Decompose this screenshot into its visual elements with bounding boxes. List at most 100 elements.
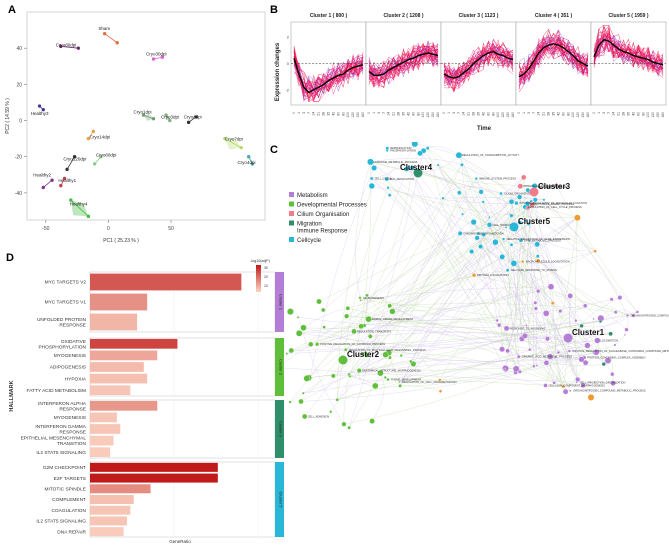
go-term-label: CELLULAR_COMPONENT_MORPHOGENESIS (549, 384, 606, 388)
network-edge (442, 186, 502, 199)
go-term-node (303, 375, 311, 382)
go-term-node (505, 268, 510, 272)
go-term-label: INTRACELLULAR_TRANSPORT (523, 184, 562, 188)
network-edge (502, 251, 596, 264)
legend-label: Immune Response (297, 229, 348, 235)
go-term-node (517, 183, 524, 189)
go-term-label: MICROTUBULE_BASED_PROCESS (531, 202, 575, 206)
go-term-node (495, 318, 499, 322)
hallmark-label: PHOSPHORYLATION (38, 344, 86, 350)
go-term-node (302, 413, 308, 420)
network-edge (505, 227, 516, 351)
time-tick-label: 80 (341, 112, 345, 116)
sample-point (223, 136, 227, 141)
network-edge (518, 325, 582, 357)
gene-profile-line (368, 43, 439, 85)
go-term-node (635, 310, 639, 314)
network-edge (507, 201, 519, 351)
gene-profile-line (293, 58, 364, 94)
gene-profile-line (443, 46, 514, 84)
go-term-node (504, 226, 508, 229)
network-edge (303, 326, 362, 329)
facet-strip (275, 338, 284, 396)
y-tick-label: 20 (16, 82, 22, 88)
hallmark-bar (90, 484, 151, 494)
time-tick-label: 100 (571, 112, 575, 118)
go-term-node (569, 389, 572, 392)
legend-label: Cellcycle (297, 238, 322, 244)
time-tick-label: 0 (517, 112, 521, 114)
y-tick-label: -20 (15, 155, 22, 161)
hallmark-bar (90, 373, 148, 384)
network-edge (317, 291, 539, 345)
go-term-node (522, 333, 528, 339)
time-tick-label: 3 (602, 112, 606, 114)
time-tick-label: 42 (331, 112, 335, 116)
go-term-label: CELL_CELL_SIGNALING (538, 185, 568, 189)
go-term-node (613, 343, 617, 347)
network-edge (569, 295, 582, 360)
go-term-node (532, 364, 536, 368)
go-term-node (481, 200, 485, 204)
network-edge (401, 275, 475, 356)
time-tick-label: 28 (547, 112, 551, 116)
y-tick-label: 0 (287, 61, 290, 66)
cluster-label: Cluster2 (347, 350, 380, 359)
cluster-title: Cluster 5 ( 1959 ) (608, 13, 648, 19)
hallmark-bar (90, 516, 127, 526)
network-edge (303, 308, 348, 328)
gene-profile-line (593, 27, 664, 76)
time-tick-label: 80 (566, 112, 570, 116)
group-hull (224, 138, 242, 150)
network-edge (300, 217, 578, 402)
network-edge (489, 224, 594, 354)
expression-cluster-panel: B Expression changes Time Cluster 1 ( 800 )… (270, 4, 667, 132)
hallmark-label: MYOGENESIS (54, 415, 86, 421)
go-term-label: CELL_CYCLE (375, 177, 392, 181)
hallmark-label: COAGULATION (51, 508, 86, 514)
network-edge (442, 198, 601, 322)
network-edge (507, 191, 535, 351)
go-term-node (623, 333, 627, 336)
go-term-node (364, 352, 370, 358)
network-edge (362, 177, 524, 354)
legend-tick-label: 20 (264, 275, 268, 279)
go-term-node (518, 369, 522, 374)
go-term-node (592, 351, 595, 355)
gene-profile-line (368, 49, 439, 76)
hallmark-label: INTERFERON GAMMA (35, 424, 86, 430)
go-term-node (386, 377, 390, 382)
network-edge (399, 207, 529, 386)
legend-label: Metabolism (297, 193, 328, 199)
go-term-node (518, 238, 524, 243)
sample-point (141, 113, 146, 117)
network-edge (521, 338, 597, 356)
time-tick-label: 80 (491, 112, 495, 116)
network-edge (600, 309, 634, 322)
sample-point (69, 198, 73, 202)
sample-label: Cryo1dpi (133, 109, 151, 114)
network-edge (461, 164, 508, 271)
legend-swatch (289, 211, 294, 216)
go-term-node (308, 341, 314, 347)
go-term-node (580, 382, 586, 388)
network-edge (323, 164, 463, 311)
time-tick-label: 1 (597, 112, 601, 114)
time-tick-label: 120 (576, 112, 580, 118)
network-edge (360, 189, 528, 301)
network-edge (276, 177, 524, 368)
cluster-hub-node (413, 168, 423, 178)
legend-title: -log10(adjP) (250, 259, 270, 263)
network-edge (408, 166, 544, 200)
time-tick-label: 21 (392, 112, 396, 116)
gene-profile-line (293, 59, 364, 97)
cluster-label: Cluster3 (538, 182, 571, 191)
sample-label: Cryo7dpi (225, 136, 243, 141)
network-edge (414, 143, 517, 204)
legend-tick-label: 10 (264, 284, 268, 288)
network-edge (437, 165, 570, 352)
time-tick-label: 21 (317, 112, 321, 116)
go-term-node (344, 313, 350, 319)
sample-label: Cryo4dpi (237, 160, 255, 165)
network-edge (348, 192, 460, 428)
